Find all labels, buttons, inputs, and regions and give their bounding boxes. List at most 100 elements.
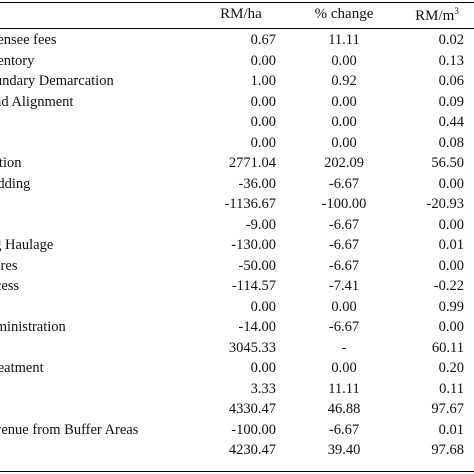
table-row: Boundary Demarcation 1.00 0.92 0.06 (0, 71, 474, 92)
cell-percent-change: 0.00 (331, 360, 357, 376)
cell-percent-change: -6.67 (328, 257, 360, 274)
row-label: Boundary Demarcation (0, 73, 114, 89)
cell-rm-per-ha: -114.57 (231, 278, 276, 294)
row-label: duction (0, 155, 22, 171)
cell-rm-per-ha: -9.00 (245, 216, 276, 233)
table-body: Licensee fees0.6711.110.02Inventory0.000… (0, 30, 474, 461)
cell-rm-per-m3: 97.67 (431, 401, 464, 417)
row-label: Log Haulage (0, 237, 54, 253)
cell-rm-per-ha: -36.00 (238, 175, 276, 192)
cell-rm-per-ha: 0.67 (250, 32, 276, 48)
header-rm-per-m3: RM/m3 (415, 6, 459, 24)
cell-percent-change: -6.67 (328, 216, 360, 233)
table-row: n treatment 0.00 0.00 0.20 (0, 358, 474, 379)
cell-rm-per-m3: 97.68 (431, 442, 464, 458)
cell-percent-change: -6.67 (328, 421, 360, 438)
cell-percent-change: 0.00 (331, 298, 357, 315)
table-row: 3.33 11.11 0.11 (0, 379, 474, 400)
header-rule (0, 28, 474, 29)
cell-percent-change: 0.00 (331, 134, 357, 151)
table-row: 4330.47 46.88 97.67 (0, 399, 474, 420)
cell-rm-per-m3: 0.00 (438, 257, 464, 274)
cell-rm-per-ha: -130.00 (231, 237, 276, 253)
table-row: ditures -50.00 -6.67 0.00 (0, 256, 474, 277)
cell-percent-change: 0.00 (331, 93, 357, 110)
row-label: Skidding (0, 175, 31, 192)
cell-rm-per-m3: 0.11 (439, 380, 464, 397)
cell-percent-change: 0.00 (331, 52, 357, 69)
cell-rm-per-m3: 0.02 (438, 32, 464, 48)
cell-rm-per-ha: 1.00 (250, 73, 276, 89)
table-row: Revenue from Buffer Areas -100.00 -6.67 0.0… (0, 420, 474, 441)
header-rm-per-ha: RM/ha (220, 6, 262, 22)
cell-rm-per-m3: 0.08 (438, 134, 464, 151)
cell-rm-per-m3: 0.01 (438, 237, 464, 253)
table-row: 0.00 0.00 0.44 (0, 112, 474, 133)
cell-rm-per-ha: 0.00 (250, 52, 276, 69)
cell-rm-per-m3: 0.99 (438, 298, 464, 315)
cell-rm-per-ha: 0.00 (250, 298, 276, 315)
row-label: Inventory (0, 52, 35, 69)
table-row: Licensee fees 0.67 11.11 0.02 (0, 30, 474, 51)
row-label: Access (0, 278, 20, 294)
cell-rm-per-ha: 3045.33 (228, 339, 276, 356)
cell-percent-change: 202.09 (324, 155, 364, 171)
cell-percent-change: -100.00 (321, 196, 367, 212)
cell-percent-change: 39.40 (327, 442, 361, 458)
cell-rm-per-ha: -1136.67 (224, 196, 276, 212)
cell-rm-per-ha: 0.00 (250, 360, 276, 376)
header-percent-change: % change (314, 6, 374, 22)
table-row: l -1136.67 -100.00 -20.93 (0, 194, 474, 215)
cell-rm-per-ha: 0.00 (250, 134, 276, 151)
cell-rm-per-ha: 2771.04 (228, 155, 276, 171)
row-label: Revenue from Buffer Areas (0, 421, 139, 438)
row-label: g (0, 135, 208, 152)
cell-rm-per-ha: 4330.47 (228, 401, 276, 417)
cell-rm-per-m3: 0.00 (438, 216, 464, 233)
cell-rm-per-ha: 3.33 (250, 380, 276, 397)
cell-rm-per-m3: 0.09 (438, 93, 464, 110)
table-row: Access -114.57 -7.41 -0.22 (0, 276, 474, 297)
cell-percent-change: 0.00 (331, 114, 357, 130)
table-row: 0.00 0.00 0.99 (0, 297, 474, 318)
cell-rm-per-m3: 56.50 (431, 155, 464, 171)
row-label: n treatment (0, 360, 44, 376)
table-row: Inventory 0.00 0.00 0.13 (0, 51, 474, 72)
cell-rm-per-m3: -0.22 (433, 278, 464, 294)
cell-rm-per-ha: 0.00 (250, 114, 276, 130)
table-row: Skidding -36.00 -6.67 0.00 (0, 174, 474, 195)
row-label: Licensee fees (0, 32, 57, 48)
row-label: Road Alignment (0, 93, 74, 110)
cell-rm-per-m3: 0.01 (438, 421, 464, 438)
table-row: 3045.33 - 60.11 (0, 338, 474, 359)
cell-percent-change: -6.67 (328, 237, 360, 253)
cell-percent-change: -6.67 (328, 175, 360, 192)
top-rule (0, 2, 474, 3)
cell-percent-change: 46.88 (327, 401, 361, 417)
cell-rm-per-m3: 0.44 (438, 114, 464, 130)
cell-rm-per-m3: 0.00 (438, 319, 464, 335)
table-row: Log Haulage -130.00 -6.67 0.01 (0, 235, 474, 256)
table-row: -9.00 -6.67 0.00 (0, 215, 474, 236)
row-label: l (0, 196, 208, 213)
table-row: 4230.47 39.40 97.68 (0, 440, 474, 461)
table-row: Road Alignment 0.00 0.00 0.09 (0, 92, 474, 113)
cell-rm-per-m3: 0.00 (438, 175, 464, 192)
cell-rm-per-ha: -50.00 (238, 257, 276, 274)
cell-rm-per-m3: 0.13 (438, 52, 464, 69)
cell-percent-change: 0.92 (331, 73, 357, 89)
row-label: Administration (0, 319, 66, 335)
cell-rm-per-ha: -100.00 (231, 421, 276, 438)
cell-rm-per-m3: -20.93 (426, 196, 464, 212)
cell-percent-change: 11.11 (328, 380, 360, 397)
row-label: ditures (0, 257, 18, 274)
cell-percent-change: -7.41 (328, 278, 360, 294)
cell-percent-change: - (341, 339, 347, 356)
cell-rm-per-m3: 0.20 (438, 360, 464, 376)
table-row: Administration -14.00 -6.67 0.00 (0, 317, 474, 338)
cell-percent-change: 11.11 (328, 32, 360, 48)
cell-rm-per-ha: -14.00 (238, 319, 276, 335)
cell-rm-per-m3: 0.06 (438, 73, 464, 89)
table-row: g 0.00 0.00 0.08 (0, 133, 474, 154)
